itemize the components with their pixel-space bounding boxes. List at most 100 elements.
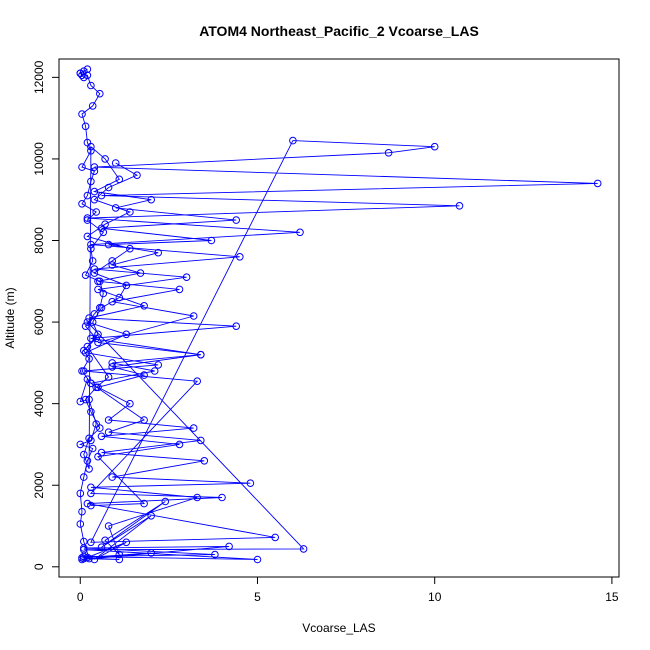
series-1-point [76,489,85,498]
series-2-point [211,550,219,559]
series-2-point [87,240,95,249]
series-2-point [87,483,95,492]
series-1-point [78,71,86,80]
series-2-point [253,555,262,564]
series-2-point [289,136,297,145]
y-axis-label: Altitude (m) [3,287,17,348]
series-3-point [122,281,131,290]
series-2-point [430,142,439,151]
series-2-point [87,538,95,547]
series-2-point [296,228,304,237]
series-3-point [85,465,93,473]
series-3-point [108,363,116,371]
x-axis-label: Vcoarse_LAS [302,621,375,635]
series-3-point [97,432,106,441]
series-3-point [90,269,99,277]
series-2-point [122,330,131,339]
series-3-point [83,232,92,241]
series-3-point [94,452,102,461]
series-2-point [90,555,99,564]
y-tick-label: 4000 [32,390,46,417]
series-2-point [104,522,113,530]
y-axis: 0 2000 4000 6000 8000 10000 12000 [32,60,60,570]
series-3-point [87,408,95,416]
series-2-point [94,285,102,294]
series-3-point [87,142,95,151]
series-2-point [455,202,464,210]
series-1-point [80,473,88,481]
series-2-point [80,544,88,552]
series-1-point [76,397,85,406]
series-2-point [236,252,244,261]
x-tick-label: 15 [605,590,619,604]
series-2-point [246,479,255,488]
x-tick-label: 5 [254,590,261,604]
series-3-point [94,338,102,347]
series-3-point [140,371,148,379]
series-1-point [81,122,90,131]
series-1-point [78,200,86,208]
series-1-point [88,257,97,265]
y-tick-label: 12000 [32,60,46,94]
series-1-point [88,102,97,110]
series-2-point [87,489,95,498]
chart-title: ATOM4 Northeast_Pacific_2 Vcoarse_LAS [199,23,479,39]
series-3-point [108,257,116,265]
series-2-point [97,543,106,552]
series-2-point [140,302,148,310]
series-1-point [76,520,85,528]
series-3-point [111,159,120,167]
x-axis: 0 5 10 15 [77,576,619,604]
series-3-point [97,304,106,312]
series-3-point [104,416,113,424]
series-2-line [81,140,598,560]
series-1-point [78,507,86,516]
series-3-point [232,216,240,224]
series-2-point [115,550,124,559]
series-3-point [94,330,102,339]
series-1-point [85,355,93,363]
series-3-point [147,195,155,204]
series-2-point [193,493,201,502]
y-tick-label: 0 [32,563,46,570]
series-2-point [218,493,226,502]
series-3-point [81,395,90,404]
x-tick-label: 10 [428,590,442,604]
y-tick-label: 2000 [32,472,46,499]
series-2-point [384,149,393,157]
series-1-point [87,81,95,90]
series-3-point [111,204,120,212]
series-3-point [87,501,95,510]
series-1-point [99,289,108,298]
series-2-point [87,379,95,388]
series-3-point [108,297,116,306]
series-2-point [161,497,170,506]
series-3-point [101,220,109,228]
y-tick-label: 8000 [32,227,46,254]
series-2-point [90,265,99,273]
series-3-point [104,373,113,381]
series-3-point [90,187,99,196]
series-2-point [200,457,209,465]
series-2-point [80,367,88,375]
series-3-point [197,350,205,359]
series-2-point [122,538,131,547]
series-2-point [182,273,191,282]
series-2-point [225,542,233,551]
series-2-point [115,555,124,564]
series-1-point [80,73,88,82]
series-3-point [140,499,148,508]
series-1-line [78,68,104,559]
series-3-point [115,293,124,302]
series-3-point [175,285,184,294]
series-2-point [193,377,201,386]
series-2-point [83,318,92,326]
series-2-point [271,533,280,542]
series-3-point [104,183,113,192]
series-1-point [83,65,92,73]
series-3-point [133,171,141,179]
series-3-point [88,318,97,326]
series-3-point [80,450,88,459]
series-2-point [108,473,116,481]
series-1-point [81,322,90,331]
